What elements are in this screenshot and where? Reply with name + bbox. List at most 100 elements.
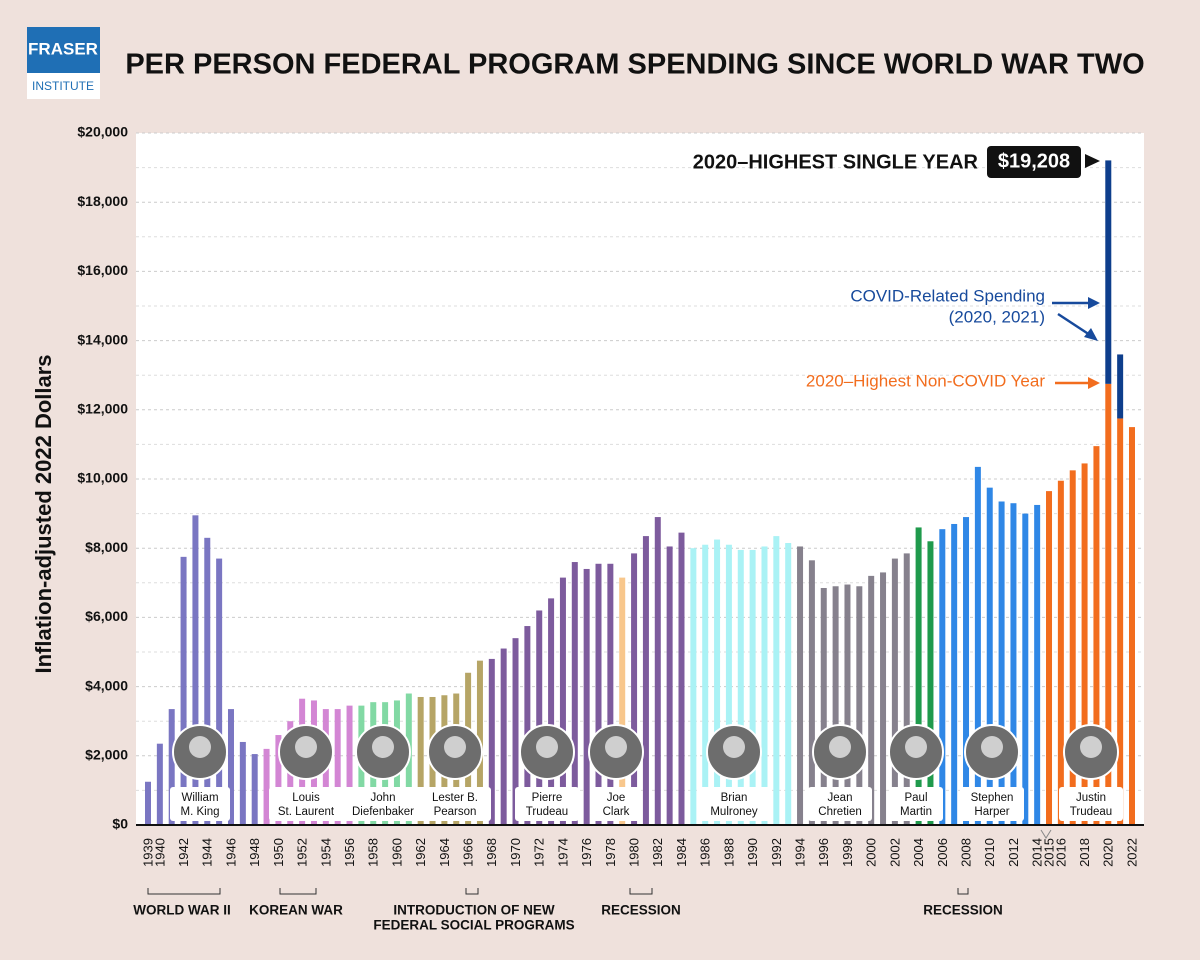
pm-name: Stephen bbox=[971, 792, 1014, 804]
x-tick-label: 1974 bbox=[555, 838, 570, 867]
x-tick-label: 1952 bbox=[295, 838, 310, 867]
bar bbox=[678, 532, 685, 825]
x-tick-label: 1978 bbox=[603, 838, 618, 867]
bar bbox=[702, 544, 709, 825]
arrow-head bbox=[1088, 297, 1100, 309]
portrait-face bbox=[905, 736, 927, 758]
pm-name: Pearson bbox=[434, 806, 477, 818]
bar bbox=[548, 598, 555, 825]
bar bbox=[559, 577, 566, 825]
x-tick-label: 2002 bbox=[887, 838, 902, 867]
bar bbox=[761, 546, 768, 825]
y-tick-label: $18,000 bbox=[77, 193, 128, 209]
x-tick-label: 1984 bbox=[674, 838, 689, 867]
covid-bar bbox=[1117, 354, 1124, 419]
period-bracket bbox=[465, 888, 479, 895]
bar bbox=[263, 748, 270, 825]
pm-label-box bbox=[889, 787, 943, 821]
pm-label-box bbox=[697, 787, 771, 821]
bar bbox=[583, 568, 590, 825]
pm-label-box bbox=[170, 787, 230, 821]
bar bbox=[714, 539, 721, 825]
x-tick-label: 1960 bbox=[389, 838, 404, 867]
bar bbox=[1034, 504, 1041, 825]
x-tick-label: 2008 bbox=[958, 838, 973, 867]
arrow-head bbox=[1084, 328, 1098, 341]
bar bbox=[808, 560, 815, 825]
bar bbox=[145, 781, 151, 825]
bar bbox=[1046, 491, 1053, 825]
bar bbox=[1117, 418, 1124, 825]
portrait-face bbox=[605, 736, 627, 758]
arrow bbox=[1057, 312, 1091, 337]
pm-label-box bbox=[419, 787, 491, 821]
pm-name: Pierre bbox=[532, 792, 563, 804]
bar bbox=[571, 562, 578, 825]
period-label: FEDERAL SOCIAL PROGRAMS bbox=[373, 918, 574, 933]
pm-name: Trudeau bbox=[526, 806, 568, 818]
x-tick-label: 1990 bbox=[745, 838, 760, 867]
x-tick-label: 2004 bbox=[911, 838, 926, 867]
period-bracket bbox=[147, 888, 221, 895]
period-label: WORLD WAR II bbox=[133, 903, 231, 918]
bar bbox=[180, 556, 187, 825]
annotation: (2020, 2021) bbox=[949, 307, 1045, 326]
pm-name: Joe bbox=[607, 792, 626, 804]
x-tick-label: 2000 bbox=[864, 838, 879, 867]
pm-name: Trudeau bbox=[1070, 806, 1112, 818]
y-tick-label: $4,000 bbox=[85, 677, 128, 693]
x-tick-label: 2018 bbox=[1077, 838, 1092, 867]
bar bbox=[227, 709, 234, 825]
logo-sub-box bbox=[27, 73, 100, 99]
y-tick-label: $16,000 bbox=[77, 262, 128, 278]
portrait-face bbox=[981, 736, 1003, 758]
bar bbox=[251, 754, 258, 825]
x-tick-label: 2015 bbox=[1041, 838, 1056, 867]
period-bracket bbox=[279, 888, 317, 895]
bar bbox=[156, 743, 163, 825]
period-bracket bbox=[629, 888, 653, 895]
value-label: $19,208 bbox=[998, 150, 1070, 172]
bar bbox=[915, 527, 922, 825]
y-axis-title: Inflation-adjusted 2022 Dollars bbox=[31, 354, 56, 673]
bar bbox=[275, 735, 282, 825]
y-tick-label: $12,000 bbox=[77, 401, 128, 417]
bar bbox=[536, 610, 543, 825]
x-tick-label: 2020 bbox=[1101, 838, 1116, 867]
x-tick-label: 2016 bbox=[1053, 838, 1068, 867]
portrait-face bbox=[723, 736, 745, 758]
bar bbox=[512, 638, 519, 825]
x-tick-label: 1966 bbox=[461, 838, 476, 867]
pm-name: M. King bbox=[181, 806, 220, 818]
pm-label-box bbox=[515, 787, 579, 821]
bar bbox=[880, 572, 887, 825]
bar bbox=[832, 586, 839, 825]
period-label: RECESSION bbox=[601, 903, 681, 918]
bar bbox=[417, 696, 424, 825]
bar bbox=[773, 536, 780, 825]
bar bbox=[654, 517, 661, 825]
x-tick-label: 1976 bbox=[579, 838, 594, 867]
portrait-face bbox=[1080, 736, 1102, 758]
bar bbox=[642, 536, 649, 825]
x-tick-label: 1992 bbox=[769, 838, 784, 867]
bar bbox=[868, 575, 875, 825]
bar bbox=[204, 537, 211, 825]
period-label: KOREAN WAR bbox=[249, 903, 343, 918]
x-tick-label: 2010 bbox=[982, 838, 997, 867]
x-tick-label: 1964 bbox=[437, 838, 452, 867]
x-tick-label: 2006 bbox=[935, 838, 950, 867]
x-tick-label: 1994 bbox=[792, 838, 807, 867]
pm-name: Mulroney bbox=[710, 806, 758, 818]
value-box bbox=[987, 146, 1081, 178]
x-tick-label: 1940 bbox=[152, 838, 167, 867]
x-tick-label: 1970 bbox=[508, 838, 523, 867]
bar bbox=[856, 586, 863, 825]
portrait-face bbox=[189, 736, 211, 758]
bar bbox=[939, 529, 946, 825]
pm-label-box bbox=[808, 787, 872, 821]
pm-label-box bbox=[591, 787, 641, 821]
x-tick-label: 1954 bbox=[318, 838, 333, 867]
x-tick-label: 2012 bbox=[1006, 838, 1021, 867]
